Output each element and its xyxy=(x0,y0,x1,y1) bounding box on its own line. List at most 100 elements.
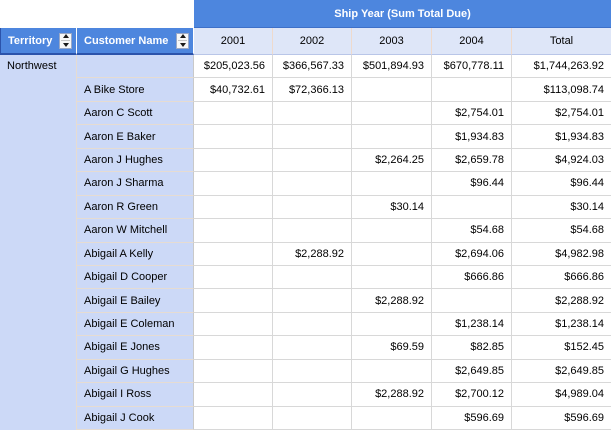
table-row: Aaron R Green $30.14 $30.14 xyxy=(0,195,611,220)
sort-divider xyxy=(178,40,187,41)
customer-name-header-label: Customer Name xyxy=(84,34,169,47)
value-cell-2004 xyxy=(432,289,512,313)
value-cell-2002 xyxy=(273,125,352,149)
value-cell-2003 xyxy=(352,78,432,102)
value-cell-2001 xyxy=(194,101,273,126)
value-cell-2003 xyxy=(352,219,432,243)
value-cell-2003 xyxy=(352,265,432,290)
value-cell-2003 xyxy=(352,125,432,149)
table-row: Abigail A Kelly $2,288.92 $2,694.06 $4,9… xyxy=(0,242,611,266)
table-row: Abigail J Cook $596.69 $596.69 xyxy=(0,406,611,430)
table-row: Aaron C Scott $2,754.01 $2,754.01 xyxy=(0,101,611,126)
customer-name-cell xyxy=(77,55,194,79)
value-cell-total: $30.14 xyxy=(512,195,611,220)
value-cell-2001 xyxy=(194,359,273,384)
value-cell-2004: $96.44 xyxy=(432,172,512,196)
value-cell-2003: $501,894.93 xyxy=(352,55,432,79)
value-cell-2001 xyxy=(194,172,273,196)
customer-name-cell: Abigail J Cook xyxy=(77,406,194,430)
value-cell-2001 xyxy=(194,312,273,337)
value-cell-2001 xyxy=(194,265,273,290)
pivot-body: Northwest $205,023.56 $366,567.33 $501,8… xyxy=(0,55,611,430)
customer-name-cell: Aaron J Hughes xyxy=(77,148,194,173)
value-cell-2004: $2,659.78 xyxy=(432,148,512,173)
sort-icon[interactable] xyxy=(59,32,72,49)
table-row: Abigail I Ross $2,288.92 $2,700.12 $4,98… xyxy=(0,383,611,407)
table-row: A Bike Store $40,732.61 $72,366.13 $113,… xyxy=(0,78,611,102)
value-cell-2004: $666.86 xyxy=(432,265,512,290)
value-cell-2001 xyxy=(194,148,273,173)
year-header-2002[interactable]: 2002 xyxy=(273,28,352,55)
value-cell-2003: $2,288.92 xyxy=(352,289,432,313)
value-cell-2002 xyxy=(273,195,352,220)
value-cell-total: $54.68 xyxy=(512,219,611,243)
customer-name-cell: A Bike Store xyxy=(77,78,194,102)
total-column-header[interactable]: Total xyxy=(512,28,611,55)
value-cell-2002 xyxy=(273,101,352,126)
value-cell-2003: $30.14 xyxy=(352,195,432,220)
table-row: Abigail E Jones $69.59 $82.85 $152.45 xyxy=(0,336,611,360)
value-cell-2004: $54.68 xyxy=(432,219,512,243)
year-header-2001[interactable]: 2001 xyxy=(194,28,273,55)
value-cell-2002 xyxy=(273,359,352,384)
sort-divider xyxy=(61,40,70,41)
banner-row: Ship Year (Sum Total Due) xyxy=(0,0,611,28)
value-cell-2001 xyxy=(194,242,273,266)
customer-name-cell: Aaron R Green xyxy=(77,195,194,220)
value-cell-total: $2,288.92 xyxy=(512,289,611,313)
sort-descending-icon xyxy=(62,43,69,47)
value-cell-2003 xyxy=(352,172,432,196)
value-cell-2002 xyxy=(273,406,352,430)
territory-cell: Northwest xyxy=(0,55,77,430)
year-header-2003[interactable]: 2003 xyxy=(352,28,432,55)
value-cell-2001 xyxy=(194,406,273,430)
customer-name-cell: Abigail A Kelly xyxy=(77,242,194,266)
ship-year-field-header[interactable]: Ship Year (Sum Total Due) xyxy=(194,0,611,28)
customer-name-column-header[interactable]: Customer Name xyxy=(77,28,194,55)
value-cell-2001: $40,732.61 xyxy=(194,78,273,102)
value-cell-2003 xyxy=(352,242,432,266)
value-cell-total: $4,924.03 xyxy=(512,148,611,173)
value-cell-2003 xyxy=(352,406,432,430)
sort-icon[interactable] xyxy=(176,32,189,49)
value-cell-2003: $2,264.25 xyxy=(352,148,432,173)
value-cell-2004: $2,754.01 xyxy=(432,101,512,126)
value-cell-2002 xyxy=(273,219,352,243)
value-cell-2003: $2,288.92 xyxy=(352,383,432,407)
value-cell-2001 xyxy=(194,219,273,243)
customer-name-cell: Abigail E Coleman xyxy=(77,312,194,337)
table-row: Aaron J Hughes $2,264.25 $2,659.78 $4,92… xyxy=(0,148,611,173)
territory-column-header[interactable]: Territory xyxy=(0,28,77,55)
value-cell-total: $113,098.74 xyxy=(512,78,611,102)
value-cell-2004 xyxy=(432,78,512,102)
value-cell-2004: $1,934.83 xyxy=(432,125,512,149)
customer-name-cell: Abigail E Bailey xyxy=(77,289,194,313)
value-cell-2001 xyxy=(194,289,273,313)
value-cell-total: $2,754.01 xyxy=(512,101,611,126)
value-cell-total: $4,989.04 xyxy=(512,383,611,407)
value-cell-2001 xyxy=(194,383,273,407)
customer-name-cell: Aaron J Sharma xyxy=(77,172,194,196)
value-cell-2002: $366,567.33 xyxy=(273,55,352,79)
value-cell-2004: $2,700.12 xyxy=(432,383,512,407)
customer-name-cell: Abigail I Ross xyxy=(77,383,194,407)
value-cell-total: $2,649.85 xyxy=(512,359,611,384)
table-row: Abigail E Bailey $2,288.92 $2,288.92 xyxy=(0,289,611,313)
table-row: Aaron W Mitchell $54.68 $54.68 xyxy=(0,219,611,243)
value-cell-total: $4,982.98 xyxy=(512,242,611,266)
value-cell-total: $1,934.83 xyxy=(512,125,611,149)
value-cell-2004: $670,778.11 xyxy=(432,55,512,79)
value-cell-2004: $1,238.14 xyxy=(432,312,512,337)
value-cell-2002 xyxy=(273,172,352,196)
territory-header-label: Territory xyxy=(8,34,53,47)
value-cell-2002 xyxy=(273,312,352,337)
customer-name-cell: Aaron W Mitchell xyxy=(77,219,194,243)
sort-ascending-icon xyxy=(179,34,186,38)
value-cell-2004: $2,649.85 xyxy=(432,359,512,384)
year-header-2004[interactable]: 2004 xyxy=(432,28,512,55)
value-cell-2004: $2,694.06 xyxy=(432,242,512,266)
customer-name-cell: Abigail D Cooper xyxy=(77,265,194,290)
value-cell-2003: $69.59 xyxy=(352,336,432,360)
